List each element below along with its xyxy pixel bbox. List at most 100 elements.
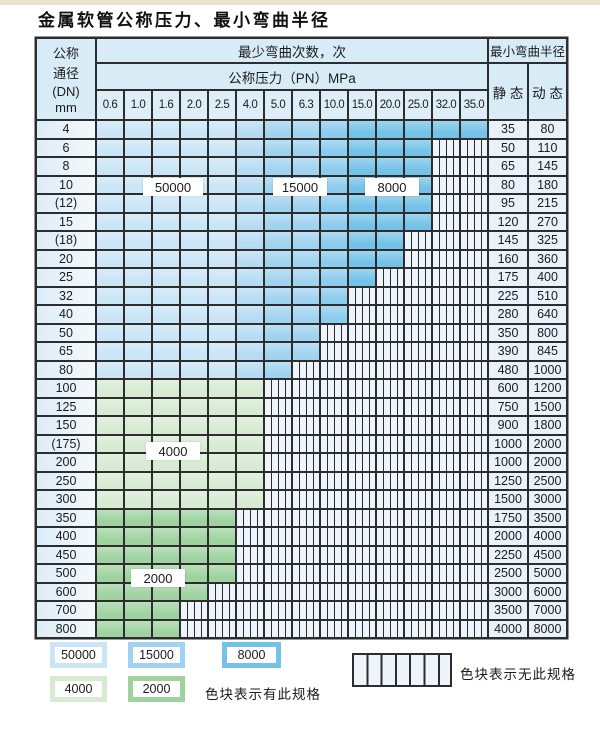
- no-spec-cell: [376, 527, 404, 546]
- spec-cell: [208, 212, 236, 231]
- spec-cell: [180, 471, 208, 490]
- spec-cell: [320, 212, 348, 231]
- spec-cell: [180, 342, 208, 361]
- dn-cell: 100: [36, 379, 96, 398]
- spec-cell: [208, 157, 236, 176]
- spec-cell: [292, 212, 320, 231]
- spec-cell: [292, 249, 320, 268]
- no-spec-cell: [404, 323, 432, 342]
- pressure-value-25.0: 25.0: [404, 90, 432, 120]
- spec-cell: [264, 268, 292, 287]
- spec-cell: [180, 360, 208, 379]
- spec-cell: [236, 157, 264, 176]
- spec-cell: [180, 397, 208, 416]
- spec-cell: [236, 342, 264, 361]
- legend-swatch-15000: 15000: [128, 642, 185, 668]
- spec-cell: [96, 471, 124, 490]
- no-spec-cell: [404, 305, 432, 324]
- spec-cell: [152, 231, 180, 250]
- spec-cell: [96, 138, 124, 157]
- static-radius-value: 160: [488, 249, 528, 268]
- spec-cell: [180, 212, 208, 231]
- no-spec-cell: [292, 397, 320, 416]
- spec-cell: [264, 286, 292, 305]
- static-radius-value: 1250: [488, 471, 528, 490]
- no-spec-cell: [432, 619, 460, 638]
- no-spec-cell: [348, 453, 376, 472]
- no-spec-cell: [404, 342, 432, 361]
- no-spec-cell: [432, 175, 460, 194]
- pressure-value-1.0: 1.0: [124, 90, 152, 120]
- no-spec-cell: [460, 471, 488, 490]
- spec-cell: [348, 138, 376, 157]
- dynamic-radius-value: 1200: [528, 379, 567, 398]
- static-radius-value: 2500: [488, 564, 528, 583]
- no-spec-cell: [320, 564, 348, 583]
- spec-cell: [264, 194, 292, 213]
- no-spec-cell: [180, 601, 208, 620]
- no-spec-cell: [348, 601, 376, 620]
- spec-cell: [96, 120, 124, 139]
- no-spec-cell: [460, 582, 488, 601]
- spec-cell: [236, 379, 264, 398]
- spec-cell: [236, 323, 264, 342]
- dynamic-radius-value: 2000: [528, 434, 567, 453]
- spec-cell: [180, 157, 208, 176]
- dynamic-radius-value: 180: [528, 175, 567, 194]
- dynamic-radius-value: 400: [528, 268, 567, 287]
- dn-cell: 4: [36, 120, 96, 139]
- no-spec-cell: [432, 342, 460, 361]
- bend-times-header: 最少弯曲次数，次: [96, 38, 488, 63]
- no-spec-cell: [432, 508, 460, 527]
- spec-cell: [292, 194, 320, 213]
- spec-cell: [208, 434, 236, 453]
- no-spec-cell: [292, 471, 320, 490]
- spec-table: 公称 通径 (DN) mm 最少弯曲次数，次 最小弯曲半径 公称压力（PN）MPa 静 态动 …: [36, 38, 567, 638]
- spec-cell: [152, 138, 180, 157]
- spec-cell: [236, 286, 264, 305]
- no-spec-cell: [460, 286, 488, 305]
- no-spec-cell: [460, 305, 488, 324]
- spec-cell: [96, 268, 124, 287]
- spec-cell: [320, 120, 348, 139]
- dynamic-radius-value: 215: [528, 194, 567, 213]
- static-radius-value: 600: [488, 379, 528, 398]
- no-spec-cell: [320, 508, 348, 527]
- no-spec-cell: [236, 601, 264, 620]
- no-spec-cell: [320, 582, 348, 601]
- spec-cell: [376, 212, 404, 231]
- spec-cell: [124, 619, 152, 638]
- dynamic-radius-value: 360: [528, 249, 567, 268]
- no-spec-cell: [292, 379, 320, 398]
- spec-cell: [208, 175, 236, 194]
- spec-cell: [180, 545, 208, 564]
- spec-cell: [264, 342, 292, 361]
- dn-cell: 15: [36, 212, 96, 231]
- dn-cell: 65: [36, 342, 96, 361]
- spec-cell: [96, 249, 124, 268]
- static-radius-value: 4000: [488, 619, 528, 638]
- spec-cell: [180, 249, 208, 268]
- no-spec-cell: [460, 231, 488, 250]
- spec-cell: [236, 249, 264, 268]
- spec-cell: [236, 175, 264, 194]
- no-spec-cell: [264, 601, 292, 620]
- dn-cell: 200: [36, 453, 96, 472]
- spec-cell: [124, 453, 152, 472]
- dynamic-radius-value: 4000: [528, 527, 567, 546]
- dynamic-radius-value: 8000: [528, 619, 567, 638]
- spec-cell: [152, 379, 180, 398]
- spec-cell: [124, 545, 152, 564]
- static-radius-value: 750: [488, 397, 528, 416]
- spec-cell: [236, 471, 264, 490]
- static-radius-value: 145: [488, 231, 528, 250]
- no-spec-cell: [376, 601, 404, 620]
- dn-cell: 250: [36, 471, 96, 490]
- no-spec-cell: [460, 138, 488, 157]
- spec-cell: [124, 360, 152, 379]
- legend-label-50000: 50000: [55, 647, 102, 663]
- dynamic-radius-value: 800: [528, 323, 567, 342]
- no-spec-cell: [320, 527, 348, 546]
- no-spec-cell: [376, 545, 404, 564]
- no-spec-cell: [264, 416, 292, 435]
